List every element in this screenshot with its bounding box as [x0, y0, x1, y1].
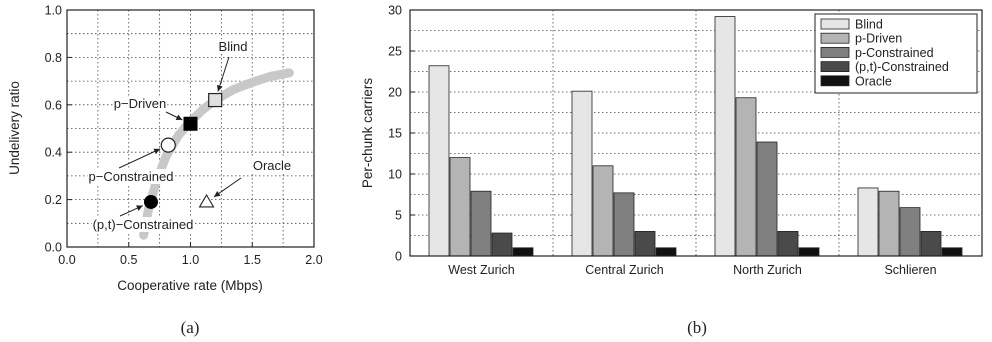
bar-series [428, 16, 963, 257]
blind-bar [714, 16, 736, 257]
legend: Blindp-Drivenp-Constrained(p,t)-Constrai… [814, 13, 978, 94]
pt-constrained-annotation-arrowhead [136, 205, 143, 211]
scatter-y-axis-label: Undelivery ratio [7, 81, 22, 175]
tradeoff-curve [139, 68, 294, 240]
p-constrained-annotation-label: p−Constrained [89, 169, 174, 184]
pt-constrained-marker [143, 194, 158, 209]
p-driven-bar [449, 157, 471, 257]
bar-y-tick-label: 0 [395, 250, 402, 264]
p-driven-marker [183, 116, 198, 131]
p-driven-annotation-label-bg [112, 96, 168, 111]
bar-y-tick-label: 15 [388, 127, 402, 141]
legend-swatch [820, 75, 850, 87]
scatter-x-tick-label: 1.5 [244, 253, 261, 267]
bar-x-tick-label: North Zurich [733, 263, 802, 277]
bar-y-tick-label: 30 [388, 4, 402, 18]
oracle-bar [655, 247, 677, 257]
scatter-x-axis-label: Cooperative rate (Mbps) [117, 278, 263, 293]
p-driven-annotation-label: p−Driven [114, 96, 166, 111]
bar-panel: 0 5 10 15 20 25 30 West Zurich Central Zurich Nor… [360, 4, 983, 337]
scatter-x-tick-label: 0.5 [120, 253, 137, 267]
scatter-x-tick-label: 0.0 [58, 253, 75, 267]
oracle-bar [941, 247, 963, 257]
p-constrained-annotation-arrowhead [153, 148, 161, 155]
pt-constrained-annotation-label: (p,t)−Constrained [93, 217, 194, 232]
p-constrained-bar [613, 192, 635, 257]
p-constrained-annotation-label-bg [87, 169, 175, 184]
bar-x-tick-label: West Zurich [448, 263, 514, 277]
scatter-y-tick-label: 0.8 [45, 51, 62, 65]
blind-annotation-label: Blind [219, 39, 248, 54]
legend-swatch [820, 47, 850, 58]
pt-constrained-bar [920, 230, 942, 257]
caption-a: (a) [181, 318, 200, 337]
bar-y-tick-label: 20 [388, 86, 402, 100]
blind-annotation-line [217, 56, 230, 92]
scatter-y-tick-label: 0.6 [45, 98, 62, 112]
blind-bar [428, 65, 450, 257]
p-constrained-annotation-line [118, 148, 161, 169]
legend-swatch [820, 18, 850, 30]
oracle-bar [512, 247, 534, 257]
legend-label: Oracle [855, 74, 892, 88]
blind-annotation-arrowhead [216, 84, 223, 92]
scatter-ticks: 0.0 0.5 1.0 1.5 2.0 0.0 0.2 0.4 0.6 0.8 1.0 [45, 4, 323, 268]
bar-y-axis-label: Per-chunk carriers [360, 78, 375, 189]
legend-label: (p,t)-Constrained [855, 60, 949, 74]
scatter-y-tick-label: 0.4 [45, 146, 62, 160]
pt-constrained-bar [634, 230, 656, 257]
legend-label: p-Constrained [855, 46, 934, 60]
oracle-annotation-arrowhead [213, 190, 221, 197]
blind-annotation-label-bg [217, 39, 249, 54]
oracle-bar [798, 247, 820, 257]
scatter-y-tick-label: 0.0 [45, 241, 62, 255]
bar-y-tick-label: 10 [388, 168, 402, 182]
oracle-annotation-label: Oracle [253, 158, 291, 173]
oracle-marker [198, 193, 215, 208]
p-constrained-bar [899, 207, 921, 257]
legend-swatch [820, 61, 850, 72]
pt-constrained-annotation-label-bg [91, 217, 195, 232]
p-constrained-marker [160, 137, 176, 153]
blind-bar [857, 187, 879, 257]
pt-constrained-bar [777, 230, 799, 257]
scatter-x-tick-label: 2.0 [305, 253, 322, 267]
oracle-annotation-label-bg [251, 158, 293, 173]
p-driven-bar [878, 190, 900, 257]
bar-x-tick-label: Schlieren [884, 263, 936, 277]
legend-label: p-Driven [855, 32, 902, 46]
scatter-x-tick-label: 1.0 [182, 253, 199, 267]
scatter-panel: 0.0 0.5 1.0 1.5 2.0 0.0 0.2 0.4 0.6 0.8 1.0 Blind p… [7, 4, 323, 338]
bar-y-tick-label: 5 [395, 209, 402, 223]
p-constrained-bar [756, 141, 778, 257]
caption-b: (b) [687, 318, 707, 337]
bar-x-tick-label: Central Zurich [585, 263, 664, 277]
scatter-points [143, 92, 223, 209]
bar-y-tick-label: 25 [388, 45, 402, 59]
scatter-y-tick-label: 0.2 [45, 193, 62, 207]
p-constrained-bar [470, 190, 492, 257]
p-driven-bar [735, 97, 757, 257]
scatter-annotations: Blind p−Driven p−Constrained (p,t)−Constrai… [87, 39, 293, 232]
legend-swatch [820, 32, 850, 44]
blind-bar [571, 90, 593, 257]
blind-marker [208, 92, 223, 108]
p-driven-bar [592, 165, 614, 257]
scatter-y-tick-label: 1.0 [45, 4, 62, 18]
pt-constrained-bar [491, 232, 513, 257]
legend-label: Blind [855, 18, 883, 32]
p-driven-annotation-arrowhead [175, 114, 183, 120]
bar-ticks: 0 5 10 15 20 25 30 West Zurich Central Zurich Nor… [388, 4, 937, 278]
